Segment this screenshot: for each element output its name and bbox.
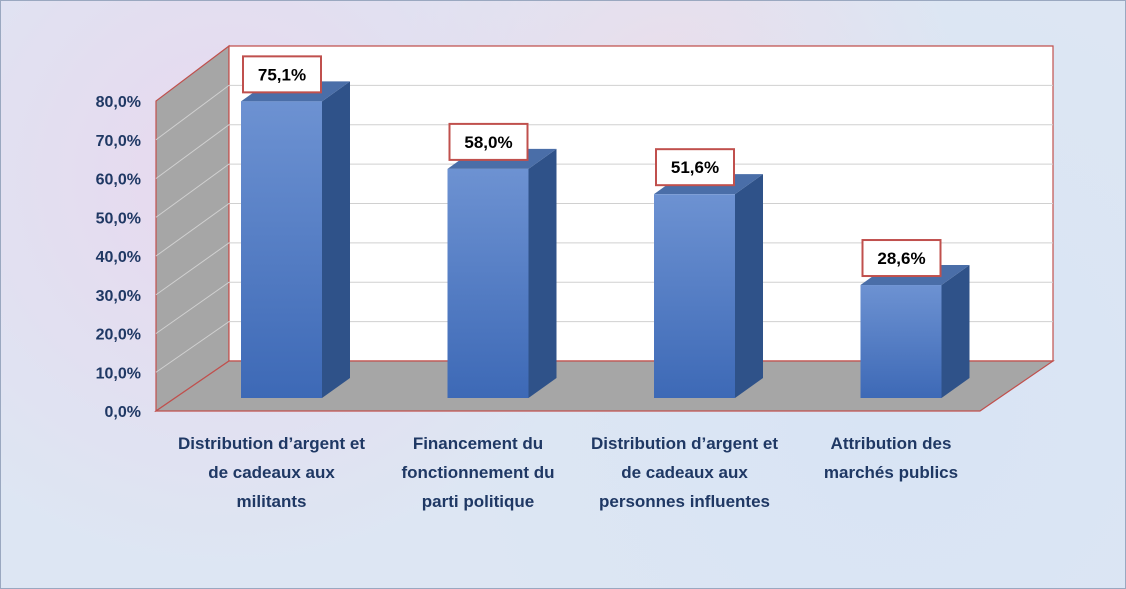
bar-side: [735, 174, 763, 398]
grid-line: [155, 203, 1053, 257]
value-label-box: [655, 148, 735, 187]
x-tick-label: Attribution des marchés publics: [823, 434, 959, 482]
bar: [860, 285, 942, 398]
grid-line: [155, 242, 1053, 296]
y-tick-label: 50,0%: [96, 210, 141, 227]
value-label: 58,0%: [464, 133, 512, 152]
y-tick-label: 70,0%: [96, 133, 141, 150]
grid-line: [155, 321, 1053, 373]
y-tick-label: 60,0%: [96, 172, 141, 189]
value-label: 75,1%: [258, 65, 306, 84]
y-tick-label: 80,0%: [96, 94, 141, 111]
value-label-box: [448, 122, 529, 161]
bar: [654, 194, 735, 398]
bar: [447, 168, 529, 398]
y-tick-label: 20,0%: [96, 327, 141, 344]
y-tick-label: 0,0%: [105, 404, 141, 421]
y-tick-label: 30,0%: [96, 288, 141, 305]
side-wall: [155, 44, 230, 413]
bar: [241, 101, 322, 398]
bar-side: [941, 265, 970, 398]
y-tick-label: 40,0%: [96, 249, 141, 266]
x-tick-label: Financement du fonctionnement du parti p…: [401, 434, 555, 511]
x-tick-label: Distribution d’argent et de cadeaux aux …: [178, 434, 365, 511]
value-label: 51,6%: [671, 158, 719, 177]
bar-side: [528, 148, 557, 398]
bar-side: [322, 81, 350, 398]
grid-line: [155, 281, 1053, 334]
value-label-box: [861, 239, 942, 278]
floor: [154, 360, 1055, 412]
grid-line: [155, 84, 1053, 141]
x-tick-label: Distribution d’argent et de cadeaux aux …: [591, 434, 778, 511]
value-label: 28,6%: [877, 249, 925, 268]
grid-line: [155, 124, 1053, 179]
y-tick-label: 10,0%: [96, 365, 141, 382]
value-label-box: [242, 55, 322, 94]
grid-line: [155, 163, 1053, 218]
